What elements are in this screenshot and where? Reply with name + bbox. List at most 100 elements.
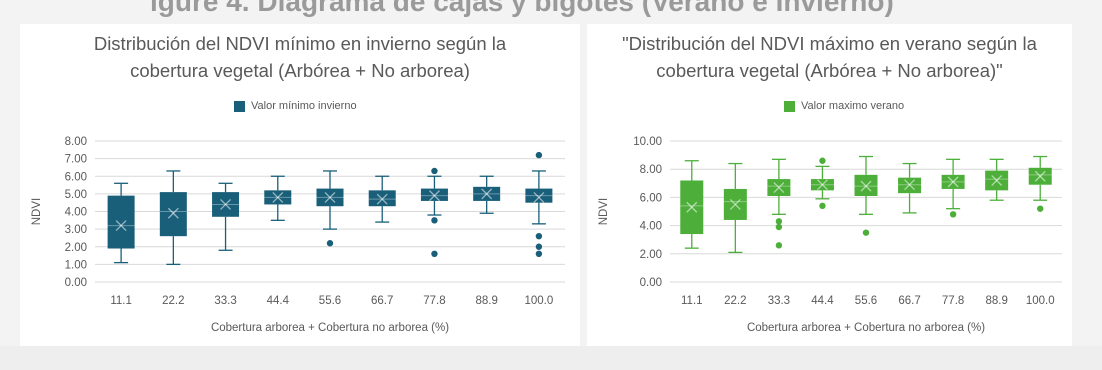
x-tick-label: 100.0 xyxy=(524,295,553,307)
box-mean-marker xyxy=(167,207,179,219)
x-tick-label: 44.4 xyxy=(811,295,834,307)
chart-panel-summer: "Distribución del NDVI máximo en verano … xyxy=(587,24,1072,346)
y-tick-label: 2.00 xyxy=(640,249,662,261)
x-tick-label: 88.9 xyxy=(475,295,497,307)
outlier-point xyxy=(862,229,870,236)
mean-x-stroke xyxy=(533,191,545,203)
x-tick-label: 88.9 xyxy=(985,295,1007,307)
chart-panel-winter: Distribución del NDVI mínimo en invierno… xyxy=(20,24,580,346)
outlier-point xyxy=(535,232,543,240)
box-mean-marker xyxy=(324,191,336,203)
legend-swatch xyxy=(784,100,795,112)
y-tick-label: 4.00 xyxy=(65,207,87,219)
mean-x-stroke xyxy=(115,220,127,232)
chart-title: "Distribución del NDVI máximo en verano … xyxy=(622,33,1037,81)
page-bottom-strip xyxy=(0,346,1102,370)
mean-x-stroke xyxy=(167,207,179,219)
box-iqr xyxy=(525,188,553,203)
mean-x-stroke xyxy=(773,182,785,193)
x-tick-label: 66.7 xyxy=(371,295,393,307)
legend-label: Valor mínimo invierno xyxy=(251,100,357,112)
outlier-point xyxy=(819,157,826,164)
y-tick-label: 1.00 xyxy=(65,259,87,271)
x-tick-label: 22.2 xyxy=(162,295,184,307)
x-tick-label: 22.2 xyxy=(724,295,746,307)
y-axis-label: NDVI xyxy=(31,198,43,225)
boxplot-winter: 0.00 1.00 2.00 3.00 4.00 5.00 6.00 7.00 8.00 NDVI… xyxy=(31,136,565,334)
mean-x-stroke xyxy=(947,176,959,188)
outlier-point xyxy=(431,217,438,224)
x-tick-label: 44.4 xyxy=(267,295,290,307)
y-tick-label: 6.00 xyxy=(65,171,87,183)
outlier-point xyxy=(775,223,783,231)
mean-x-stroke xyxy=(220,198,232,210)
outlier-point xyxy=(775,218,783,225)
x-tick-label: 100.0 xyxy=(1026,295,1055,307)
outlier-point xyxy=(535,151,543,159)
box-mean-marker xyxy=(115,220,127,232)
box-mean-marker xyxy=(860,180,872,192)
y-axis-label: NDVI xyxy=(598,198,610,225)
mean-x-stroke xyxy=(860,180,872,192)
figure-caption: igure 4. Diagrama de cajas y bigotes (Ve… xyxy=(150,0,894,17)
x-tick-label: 77.8 xyxy=(942,295,964,307)
y-tick-label: 8.00 xyxy=(640,164,662,176)
box-mean-marker xyxy=(904,179,916,191)
box-mean-marker xyxy=(816,179,828,191)
outlier-point xyxy=(949,211,957,218)
box-mean-marker xyxy=(1034,170,1046,182)
y-tick-label: 8.00 xyxy=(65,136,87,148)
figure-caption-strip: igure 4. Diagrama de cajas y bigotes (Ve… xyxy=(0,0,1102,24)
y-tick-label: 7.00 xyxy=(65,154,87,166)
x-tick-label: 55.6 xyxy=(319,295,341,307)
mean-x-stroke xyxy=(904,179,916,191)
chart-legend: Valor maximo verano xyxy=(784,98,904,114)
x-tick-label: 11.1 xyxy=(110,295,132,307)
outlier-point xyxy=(431,250,438,257)
x-tick-label: 66.7 xyxy=(898,295,920,307)
box-mean-marker xyxy=(428,190,440,202)
box-mean-marker xyxy=(533,191,545,203)
mean-x-stroke xyxy=(272,191,284,203)
mean-x-stroke xyxy=(481,188,493,200)
outlier-point xyxy=(431,167,438,175)
mean-x-stroke xyxy=(376,193,388,205)
x-axis-label: Cobertura arborea + Cobertura no arborea… xyxy=(211,322,449,334)
y-tick-label: 0.00 xyxy=(65,277,87,289)
chart-title: Distribución del NDVI mínimo en invierno… xyxy=(93,33,507,81)
box-mean-marker xyxy=(773,182,785,193)
x-tick-label: 33.3 xyxy=(768,295,790,307)
outlier-point xyxy=(819,202,826,210)
box-mean-marker xyxy=(481,188,493,200)
x-axis-label: Cobertura arborea + Cobertura no arborea… xyxy=(747,322,985,334)
mean-x-stroke xyxy=(428,190,440,202)
box-mean-marker xyxy=(729,198,741,210)
y-tick-label: 3.00 xyxy=(65,224,87,236)
outlier-point xyxy=(775,242,783,249)
mean-x-stroke xyxy=(324,191,336,203)
y-tick-label: 6.00 xyxy=(640,192,662,204)
mean-x-stroke xyxy=(816,179,828,191)
box-iqr xyxy=(107,195,135,249)
boxplot-summer: 0.00 2.00 4.00 6.00 8.00 10.00 NDVI 11.1 22.2 33.… xyxy=(598,136,1062,334)
x-tick-label: 77.8 xyxy=(423,295,445,307)
mean-x-stroke xyxy=(729,198,741,210)
y-tick-label: 5.00 xyxy=(65,189,87,201)
x-tick-label: 33.3 xyxy=(214,295,236,307)
box-mean-marker xyxy=(991,175,1003,186)
x-tick-label: 55.6 xyxy=(855,295,877,307)
box-mean-marker xyxy=(686,201,698,213)
box-mean-marker xyxy=(947,176,959,188)
outlier-point xyxy=(535,250,543,257)
mean-x-stroke xyxy=(1034,170,1046,182)
x-tick-label: 11.1 xyxy=(681,295,703,307)
outlier-point xyxy=(1037,205,1044,212)
box-mean-marker xyxy=(376,193,388,205)
box-mean-marker xyxy=(220,198,232,210)
outlier-point xyxy=(326,240,334,247)
y-tick-label: 0.00 xyxy=(640,277,662,289)
mean-x-stroke xyxy=(686,201,698,213)
y-tick-label: 10.00 xyxy=(633,136,662,148)
chart-legend: Valor mínimo invierno xyxy=(234,98,357,114)
y-tick-label: 2.00 xyxy=(65,242,87,254)
